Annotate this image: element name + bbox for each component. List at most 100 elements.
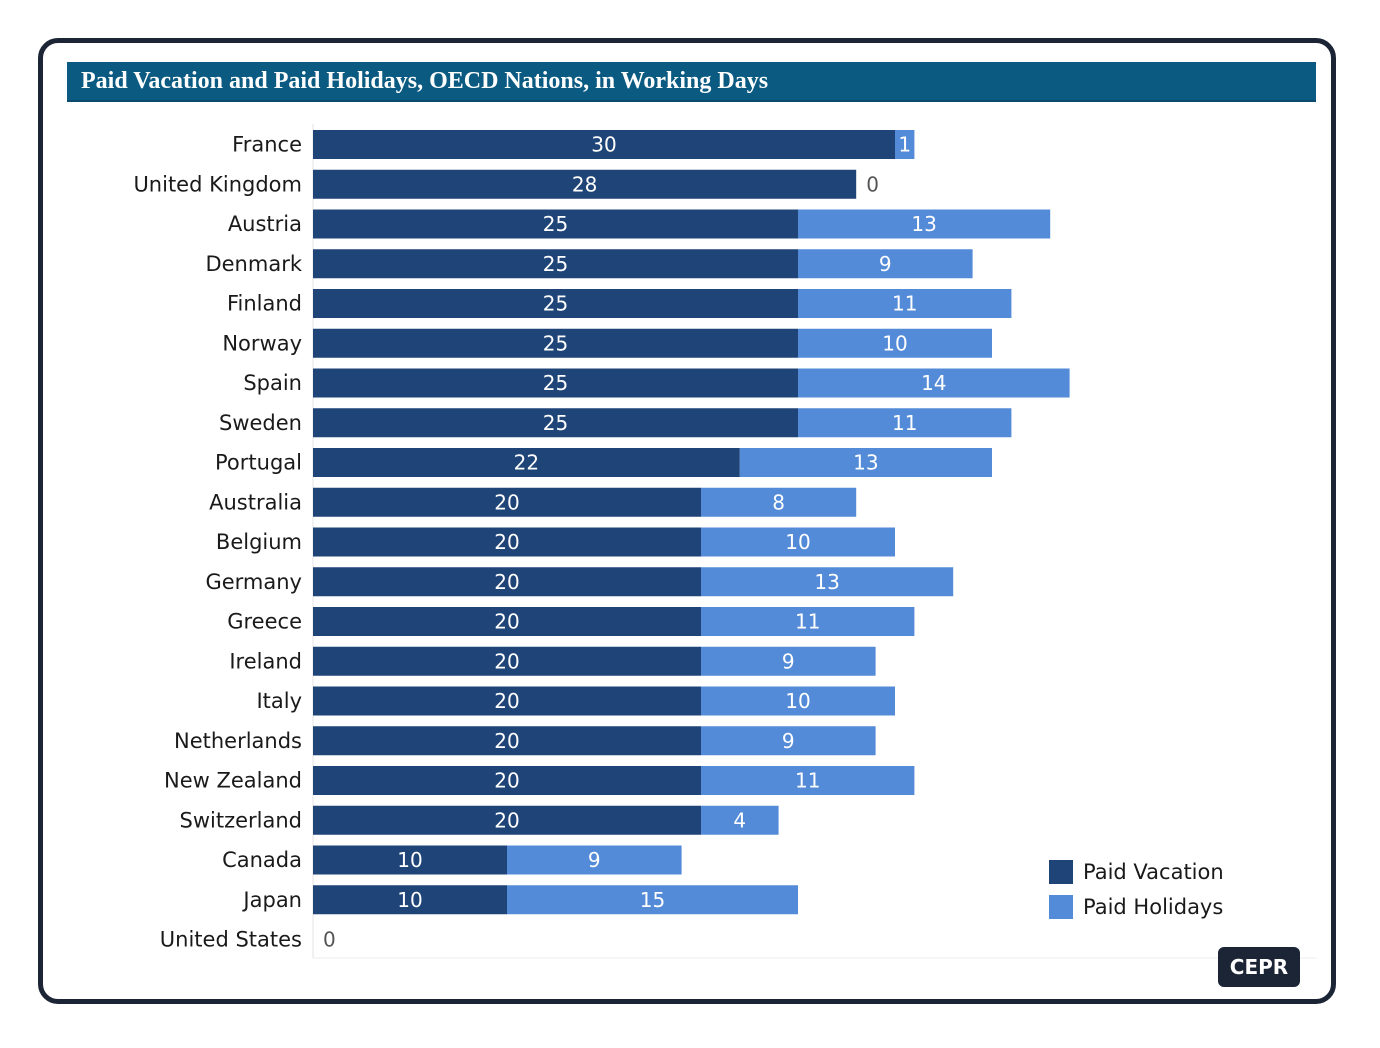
value-label-paid-holidays-new-zealand: 11 <box>795 769 820 793</box>
bar-paid-vacation-france <box>313 130 895 159</box>
value-label-paid-holidays-united-states: 0 <box>323 928 336 952</box>
bar-paid-vacation-greece <box>313 607 701 636</box>
bar-paid-holidays-sweden <box>798 408 1012 438</box>
value-label-paid-vacation-norway: 25 <box>543 331 568 355</box>
value-label-paid-vacation-portugal: 22 <box>514 451 539 475</box>
bar-paid-holidays-france <box>895 130 915 159</box>
category-label-denmark: Denmark <box>205 252 302 276</box>
bar-paid-holidays-new-zealand <box>701 766 915 795</box>
bar-paid-vacation-spain <box>313 368 798 398</box>
bar-paid-holidays-germany <box>701 567 954 597</box>
bar-paid-holidays-greece <box>701 607 915 636</box>
category-label-japan: Japan <box>241 888 302 912</box>
value-label-paid-holidays-spain: 14 <box>921 371 946 395</box>
value-label-paid-holidays-denmark: 9 <box>879 252 892 276</box>
value-label-paid-holidays-australia: 8 <box>772 490 785 514</box>
value-label-paid-holidays-japan: 15 <box>640 888 665 912</box>
bar-paid-vacation-germany <box>313 567 701 597</box>
bar-paid-holidays-denmark <box>798 249 973 279</box>
value-label-paid-vacation-austria: 25 <box>543 212 568 236</box>
value-label-paid-vacation-greece: 20 <box>494 610 519 634</box>
value-label-paid-vacation-italy: 20 <box>494 689 519 713</box>
bar-paid-holidays-ireland <box>701 646 876 676</box>
category-label-netherlands: Netherlands <box>174 729 302 753</box>
bar-paid-vacation-finland <box>313 289 798 318</box>
bar-paid-vacation-norway <box>313 328 798 358</box>
category-label-ireland: Ireland <box>229 649 302 673</box>
bar-paid-holidays-italy <box>701 686 895 716</box>
bar-paid-holidays-australia <box>701 487 857 517</box>
value-label-paid-vacation-netherlands: 20 <box>494 729 519 753</box>
bar-paid-vacation-united-kingdom <box>313 169 857 199</box>
category-label-portugal: Portugal <box>215 451 302 475</box>
value-label-paid-holidays-belgium: 10 <box>785 530 810 554</box>
bar-paid-vacation-switzerland <box>313 805 701 835</box>
value-label-paid-vacation-france: 30 <box>591 133 616 157</box>
value-label-paid-vacation-australia: 20 <box>494 490 519 514</box>
value-label-paid-vacation-new-zealand: 20 <box>494 769 519 793</box>
value-label-paid-holidays-portugal: 13 <box>853 451 878 475</box>
bar-paid-holidays-belgium <box>701 527 895 557</box>
category-label-greece: Greece <box>227 610 302 634</box>
legend-swatch-paid-holidays <box>1049 895 1073 919</box>
value-label-paid-holidays-sweden: 11 <box>892 411 917 435</box>
chart-frame <box>38 38 1336 1004</box>
bar-paid-holidays-spain <box>798 368 1070 398</box>
category-label-switzerland: Switzerland <box>180 808 303 832</box>
category-label-united-states: United States <box>160 928 302 952</box>
value-label-paid-vacation-japan: 10 <box>397 888 422 912</box>
category-label-spain: Spain <box>243 371 302 395</box>
value-label-paid-vacation-canada: 10 <box>397 848 422 872</box>
bar-paid-vacation-canada <box>313 845 507 875</box>
category-label-austria: Austria <box>228 212 302 236</box>
value-label-paid-vacation-belgium: 20 <box>494 530 519 554</box>
category-label-norway: Norway <box>222 331 302 355</box>
bar-paid-holidays-austria <box>798 209 1051 239</box>
value-label-paid-holidays-netherlands: 9 <box>782 729 795 753</box>
value-label-paid-vacation-finland: 25 <box>543 292 568 316</box>
value-label-paid-holidays-united-kingdom: 0 <box>866 172 879 196</box>
title-bar: Paid Vacation and Paid Holidays, OECD Na… <box>67 62 1316 102</box>
bar-paid-holidays-canada <box>507 845 682 875</box>
category-label-united-kingdom: United Kingdom <box>133 172 302 196</box>
legend-swatch-paid-vacation <box>1049 860 1073 884</box>
bar-paid-holidays-portugal <box>739 448 992 477</box>
bar-paid-holidays-finland <box>798 289 1012 318</box>
legend-label-paid-vacation: Paid Vacation <box>1083 860 1224 884</box>
category-label-finland: Finland <box>227 292 302 316</box>
value-label-paid-vacation-ireland: 20 <box>494 649 519 673</box>
bar-paid-vacation-japan <box>313 885 507 915</box>
bar-paid-holidays-japan <box>507 885 798 915</box>
category-label-canada: Canada <box>222 848 302 872</box>
value-label-paid-vacation-switzerland: 20 <box>494 808 519 832</box>
category-label-new-zealand: New Zealand <box>164 769 302 793</box>
value-label-paid-holidays-greece: 11 <box>795 610 820 634</box>
category-label-italy: Italy <box>256 689 302 713</box>
value-label-paid-holidays-canada: 9 <box>588 848 601 872</box>
value-label-paid-vacation-denmark: 25 <box>543 252 568 276</box>
category-label-sweden: Sweden <box>219 411 302 435</box>
value-label-paid-holidays-austria: 13 <box>911 212 936 236</box>
value-label-paid-vacation-united-kingdom: 28 <box>572 172 597 196</box>
value-label-paid-holidays-finland: 11 <box>892 292 917 316</box>
bar-paid-vacation-netherlands <box>313 726 701 756</box>
value-label-paid-holidays-france: 1 <box>898 133 911 157</box>
category-label-belgium: Belgium <box>216 530 302 554</box>
category-label-australia: Australia <box>209 490 302 514</box>
category-label-germany: Germany <box>205 570 302 594</box>
value-label-paid-vacation-sweden: 25 <box>543 411 568 435</box>
bar-paid-vacation-austria <box>313 209 798 239</box>
value-label-paid-holidays-ireland: 9 <box>782 649 795 673</box>
bar-paid-holidays-netherlands <box>701 726 876 756</box>
bar-paid-vacation-australia <box>313 487 701 517</box>
bar-paid-vacation-belgium <box>313 527 701 557</box>
value-label-paid-vacation-germany: 20 <box>494 570 519 594</box>
bar-paid-vacation-ireland <box>313 646 701 676</box>
value-label-paid-holidays-italy: 10 <box>785 689 810 713</box>
legend-label-paid-holidays: Paid Holidays <box>1083 895 1223 919</box>
bar-paid-holidays-norway <box>798 328 992 358</box>
value-label-paid-holidays-norway: 10 <box>882 331 907 355</box>
bar-paid-vacation-portugal <box>313 448 740 477</box>
category-label-france: France <box>232 133 302 157</box>
